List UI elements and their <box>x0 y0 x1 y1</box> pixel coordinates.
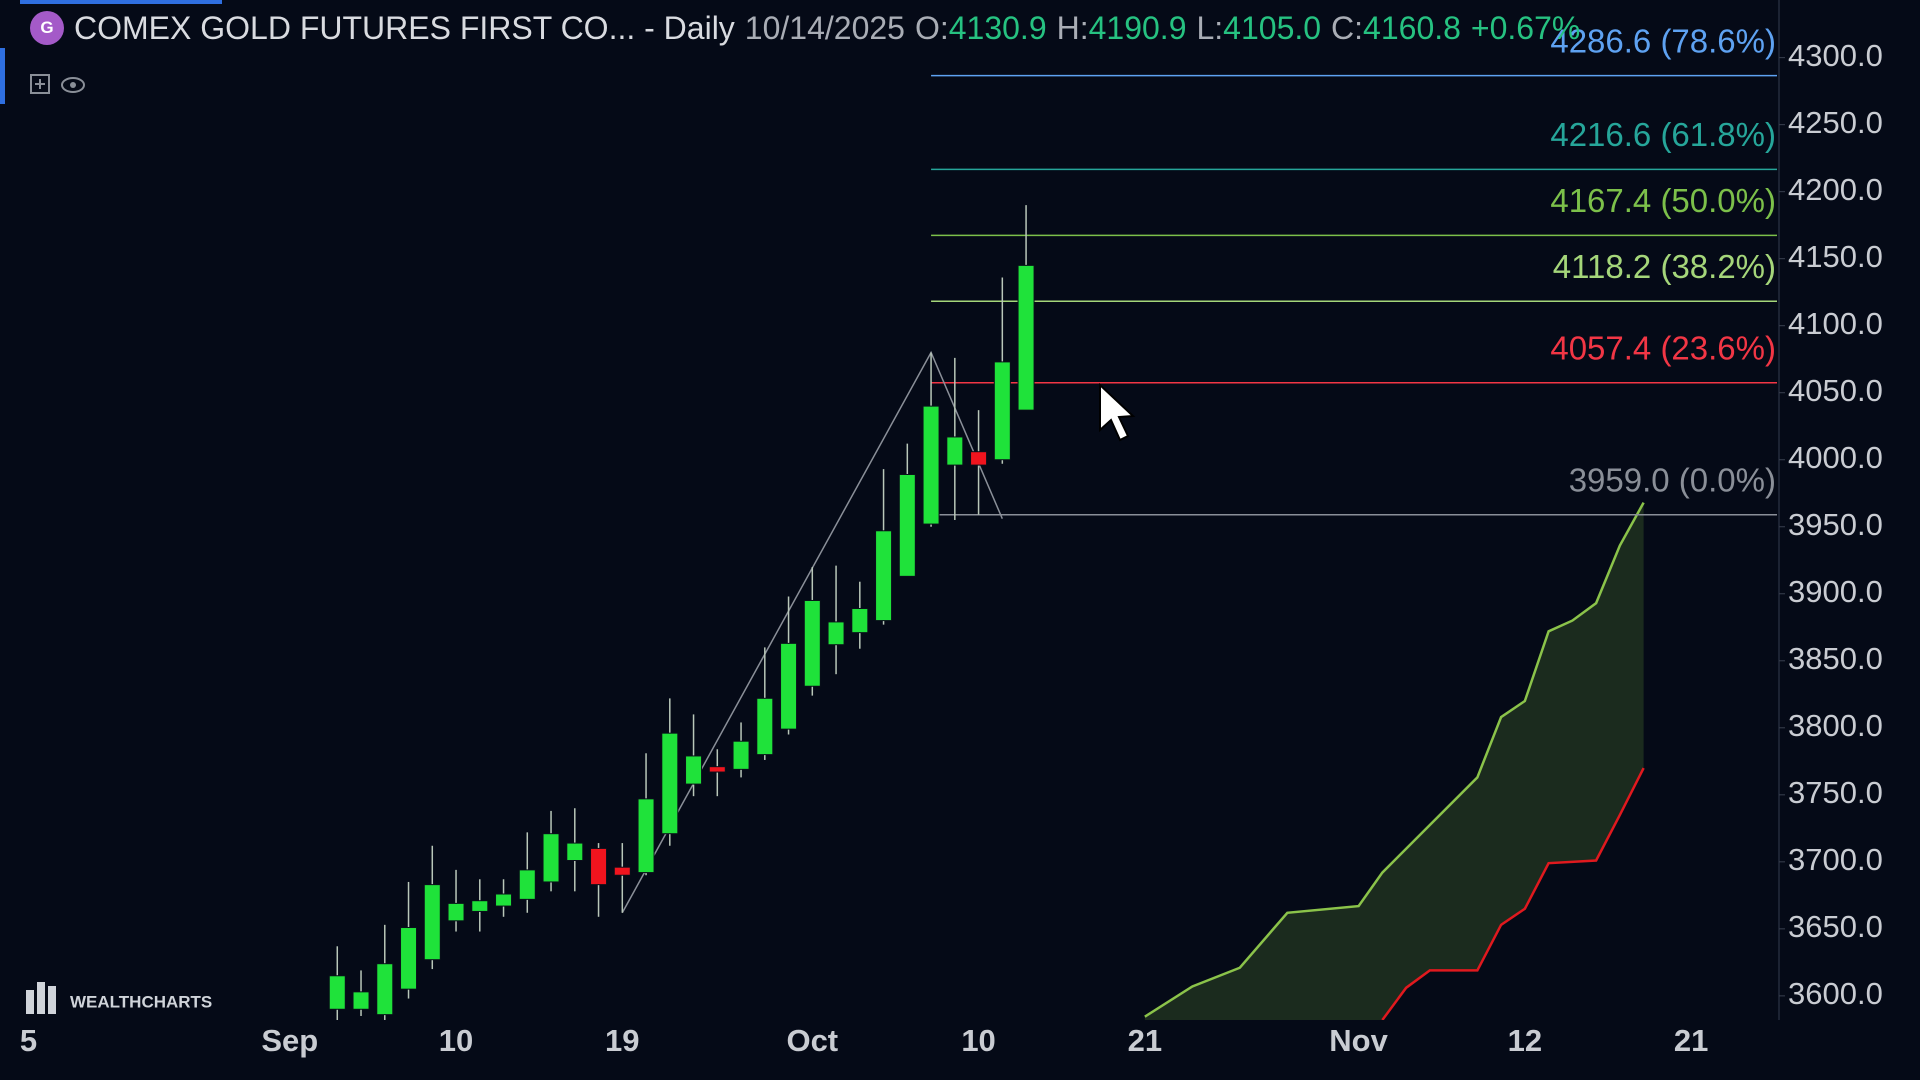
eye-icon[interactable] <box>61 77 85 93</box>
plot-area <box>328 74 1777 1020</box>
candle-body <box>376 963 394 1016</box>
logo-bar <box>37 982 45 1014</box>
y-tick-label: 4050.0 <box>1788 373 1883 408</box>
x-tick-label: 12 <box>1508 1023 1542 1058</box>
ohlc-value: 4130.9 <box>948 9 1047 46</box>
fib-label: 4167.4 (50.0%) <box>1550 182 1776 219</box>
candle-body <box>447 902 465 922</box>
candle-body <box>827 621 845 646</box>
candle-body <box>471 900 489 912</box>
candle-body <box>1017 264 1035 411</box>
y-tick-label: 4150.0 <box>1788 239 1883 274</box>
candle-body <box>613 866 631 876</box>
pane-indicator <box>0 48 5 104</box>
candle-body <box>970 451 988 466</box>
ohlc-key: H: <box>1056 9 1089 46</box>
candle-body <box>803 599 821 687</box>
y-tick-label: 3750.0 <box>1788 775 1883 810</box>
y-tick-label: 3800.0 <box>1788 708 1883 743</box>
x-tick-label: 10 <box>439 1023 473 1058</box>
pane-tools <box>30 74 85 94</box>
x-tick-label: 10 <box>961 1023 995 1058</box>
candle-body <box>708 766 726 773</box>
y-tick-label: 3900.0 <box>1788 574 1883 609</box>
y-tick-label: 4100.0 <box>1788 306 1883 341</box>
x-tick-label: Sep <box>261 1023 318 1058</box>
cloud-upper-line <box>1144 502 1645 1018</box>
candle-body <box>542 833 560 883</box>
candle-body <box>780 642 798 730</box>
candle-body <box>423 884 441 961</box>
bar-date: 10/14/2025 <box>744 9 905 46</box>
candle-body <box>922 405 940 525</box>
watermark: WEALTHCHARTS <box>70 992 212 1011</box>
candle-body <box>518 869 536 900</box>
y-tick-label: 4250.0 <box>1788 105 1883 140</box>
candle-body <box>993 361 1011 461</box>
fib-label: 4118.2 (38.2%) <box>1553 248 1776 285</box>
candle-body <box>328 975 346 1010</box>
cloud-lower-line <box>1381 767 1645 1020</box>
candle-body <box>875 530 893 622</box>
x-tick-label: 5 <box>20 1023 37 1058</box>
y-tick-label: 4000.0 <box>1788 440 1883 475</box>
x-tick-label: 21 <box>1128 1023 1162 1058</box>
candle-body <box>756 697 774 756</box>
x-tick-label: Oct <box>786 1023 838 1058</box>
y-tick-label: 4300.0 <box>1788 38 1883 73</box>
tab-indicator <box>20 0 222 4</box>
symbol-legend: G COMEX GOLD FUTURES FIRST CO... - Daily… <box>30 8 1580 48</box>
axes: 4300.0 4250.0 4200.0 4150.0 4100.0 4050.0 4000… <box>20 22 1883 1058</box>
symbol-title[interactable]: COMEX GOLD FUTURES FIRST CO... - Daily <box>74 9 735 46</box>
symbol-icon[interactable]: G <box>30 11 64 45</box>
fib-label: 4057.4 (23.6%) <box>1550 330 1776 367</box>
y-tick-label: 4200.0 <box>1788 172 1883 207</box>
candle-body <box>566 842 584 861</box>
y-tick-label: 3950.0 <box>1788 507 1883 542</box>
cloud-fill <box>1144 502 1644 1020</box>
y-tick-label: 3600.0 <box>1788 976 1883 1011</box>
mouse-cursor <box>1099 382 1136 442</box>
y-tick-label: 3700.0 <box>1788 842 1883 877</box>
ohlc-key: O: <box>914 9 949 46</box>
candle-body <box>400 927 418 990</box>
ohlc-key: C: <box>1331 9 1364 46</box>
ohlc-values: O: 4130.9 H: 4190.9 L: 4105.0 C: 4160.8 <box>915 10 1471 47</box>
candle-body <box>661 732 679 835</box>
candle-body <box>352 991 370 1010</box>
eye-pupil <box>70 82 76 88</box>
candle-body <box>732 740 750 770</box>
x-tick-label: 21 <box>1674 1023 1708 1058</box>
fib-label: 4286.6 (78.6%) <box>1550 22 1776 59</box>
ohlc-value: 4190.9 <box>1088 9 1187 46</box>
candle-body <box>851 608 869 634</box>
candle-body <box>590 847 608 886</box>
watermark-logo: WEALTHCHARTS <box>26 982 212 1014</box>
x-tick-label: Nov <box>1329 1023 1388 1058</box>
fib-label: 4216.6 (61.8%) <box>1550 116 1776 153</box>
ohlc-value: 4160.8 <box>1363 9 1461 46</box>
logo-bar <box>48 986 56 1014</box>
ohlc-key: L: <box>1196 9 1224 46</box>
logo-bar <box>26 990 34 1014</box>
candle-body <box>946 436 964 466</box>
candle-body <box>495 893 513 907</box>
fib-label: 3959.0 (0.0%) <box>1569 461 1776 498</box>
y-tick-label: 3650.0 <box>1788 909 1883 944</box>
candle-body <box>637 798 655 874</box>
candle-body <box>898 473 916 577</box>
y-tick-label: 3850.0 <box>1788 641 1883 676</box>
candle-body <box>685 755 703 785</box>
bar-change: +0.67% <box>1470 9 1581 46</box>
x-tick-label: 19 <box>605 1023 639 1058</box>
ohlc-value: 4105.0 <box>1223 9 1322 46</box>
add-icon[interactable] <box>30 74 50 94</box>
